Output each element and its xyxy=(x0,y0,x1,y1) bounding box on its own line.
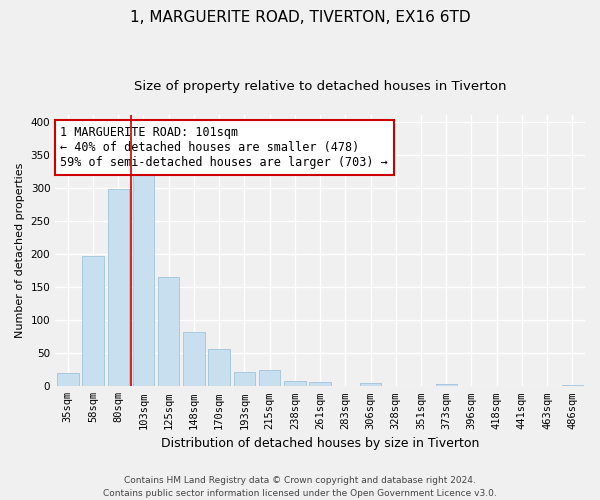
Bar xyxy=(233,372,255,386)
Bar xyxy=(82,256,104,386)
Bar xyxy=(107,189,129,386)
Bar xyxy=(562,385,583,386)
Text: Contains HM Land Registry data © Crown copyright and database right 2024.
Contai: Contains HM Land Registry data © Crown c… xyxy=(103,476,497,498)
X-axis label: Distribution of detached houses by size in Tiverton: Distribution of detached houses by size … xyxy=(161,437,479,450)
Bar xyxy=(183,332,205,386)
Y-axis label: Number of detached properties: Number of detached properties xyxy=(15,163,25,338)
Bar xyxy=(360,383,381,386)
Bar xyxy=(284,381,305,386)
Bar xyxy=(436,384,457,386)
Bar xyxy=(208,348,230,387)
Bar xyxy=(310,382,331,386)
Bar xyxy=(158,277,179,386)
Bar xyxy=(57,373,79,386)
Bar xyxy=(259,370,280,386)
Text: 1 MARGUERITE ROAD: 101sqm
← 40% of detached houses are smaller (478)
59% of semi: 1 MARGUERITE ROAD: 101sqm ← 40% of detac… xyxy=(61,126,388,169)
Text: 1, MARGUERITE ROAD, TIVERTON, EX16 6TD: 1, MARGUERITE ROAD, TIVERTON, EX16 6TD xyxy=(130,10,470,25)
Title: Size of property relative to detached houses in Tiverton: Size of property relative to detached ho… xyxy=(134,80,506,93)
Bar xyxy=(133,171,154,386)
